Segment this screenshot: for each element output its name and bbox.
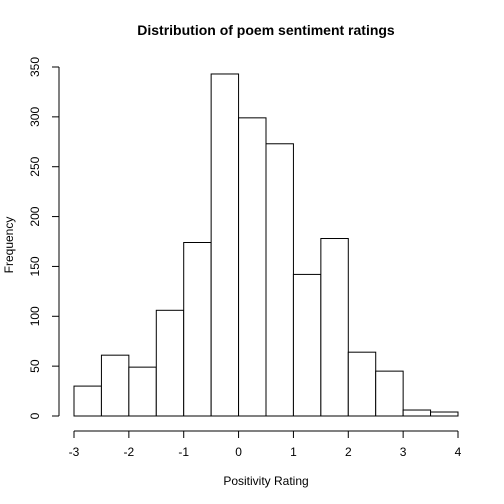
- x-tick-label: 0: [235, 445, 242, 459]
- histogram-bar: [430, 411, 459, 417]
- x-axis: -3 -2 -1 0 1 2 3 4: [69, 430, 462, 459]
- y-tick-label: 350: [28, 57, 42, 77]
- y-axis-label: Frequency: [2, 217, 16, 274]
- y-tick-label: 250: [28, 156, 42, 176]
- histogram-bar: [375, 370, 404, 417]
- histogram-bar: [238, 117, 267, 417]
- x-tick-label: -1: [178, 445, 189, 459]
- x-tick-label: 4: [455, 445, 462, 459]
- x-axis-label: Positivity Rating: [223, 474, 308, 488]
- x-tick-label: -3: [69, 445, 80, 459]
- histogram-bar: [402, 409, 432, 417]
- chart-title: Distribution of poem sentiment ratings: [137, 22, 395, 38]
- histogram-bar: [100, 354, 130, 417]
- x-tick-label: 1: [290, 445, 297, 459]
- histogram-bar: [292, 273, 322, 417]
- y-tick-label: 100: [28, 306, 42, 326]
- y-axis: 0 50 100 150 200 250 300 350: [28, 57, 60, 419]
- y-tick-label: 0: [28, 412, 42, 419]
- histogram-bar: [183, 242, 212, 417]
- histogram-bar: [128, 366, 157, 417]
- histogram-bar: [73, 385, 102, 417]
- x-tick-label: 2: [345, 445, 352, 459]
- histogram-bar: [210, 73, 240, 417]
- x-tick-label: -2: [124, 445, 135, 459]
- histogram-bar: [320, 238, 349, 417]
- y-tick-label: 200: [28, 206, 42, 226]
- x-tick-label: 3: [400, 445, 407, 459]
- histogram-bars: [73, 73, 459, 417]
- y-tick-label: 50: [28, 359, 42, 373]
- y-tick-label: 150: [28, 256, 42, 276]
- histogram-bar: [155, 309, 185, 417]
- histogram-bar: [347, 351, 377, 417]
- y-tick-label: 300: [28, 107, 42, 127]
- histogram-bar: [265, 143, 294, 417]
